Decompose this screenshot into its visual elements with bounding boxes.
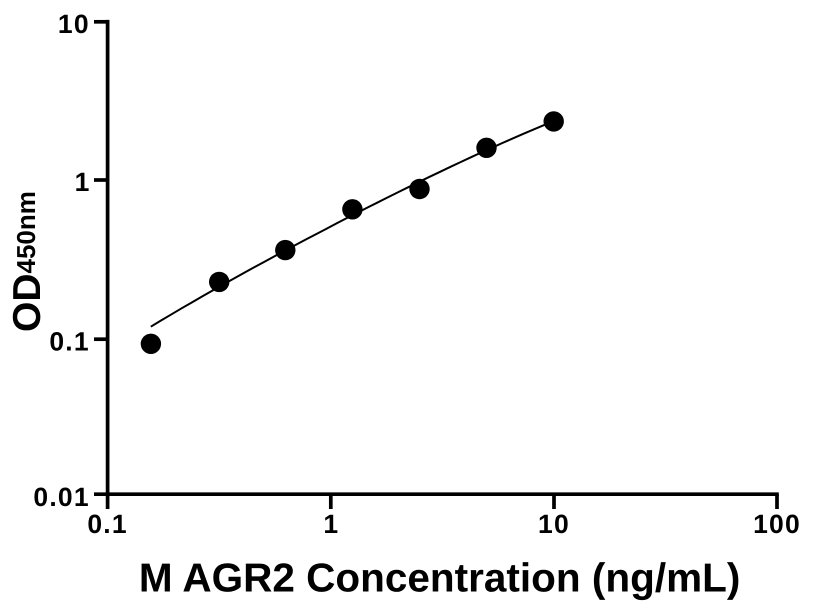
svg-text:1: 1 <box>323 509 338 539</box>
svg-text:1: 1 <box>75 167 90 197</box>
svg-text:10: 10 <box>58 9 90 39</box>
svg-text:0.1: 0.1 <box>87 509 127 539</box>
svg-text:0.01: 0.01 <box>33 482 89 512</box>
svg-text:M AGR2 Concentration (ng/mL): M AGR2 Concentration (ng/mL) <box>139 555 740 601</box>
svg-text:100: 100 <box>753 509 801 539</box>
svg-text:0.1: 0.1 <box>49 326 89 356</box>
svg-text:10: 10 <box>538 509 570 539</box>
svg-text:OD450nm: OD450nm <box>6 191 49 332</box>
